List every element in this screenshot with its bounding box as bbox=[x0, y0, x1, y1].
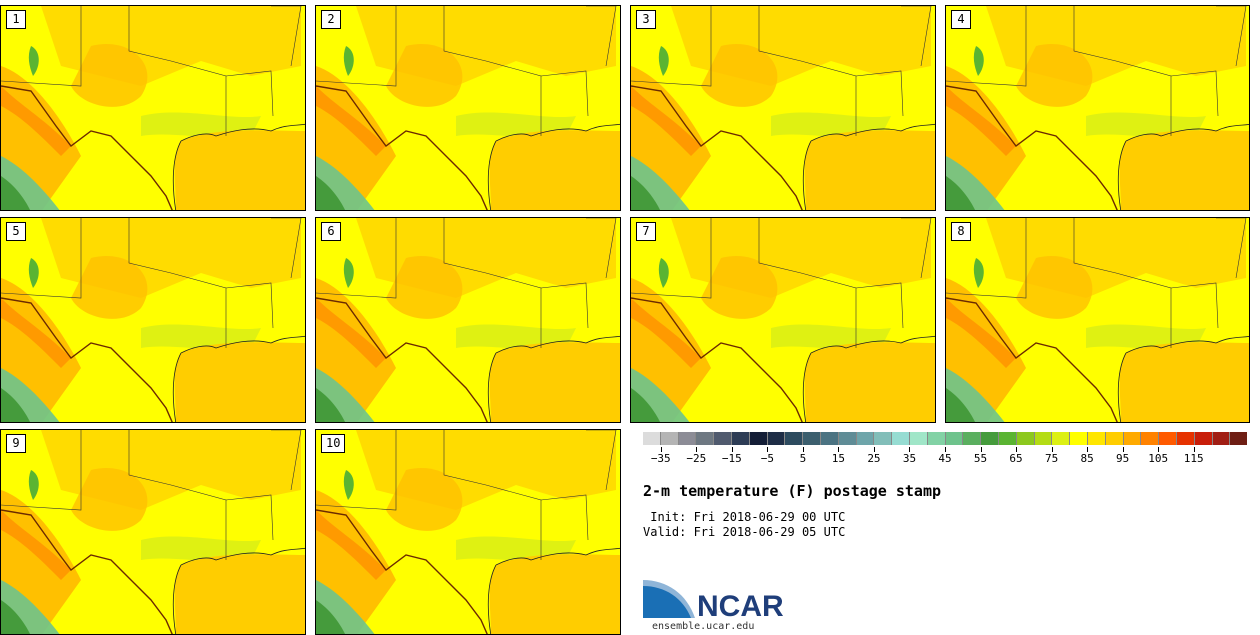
member-map-panel: 9 bbox=[0, 429, 306, 635]
colorbar-tick bbox=[1087, 447, 1089, 452]
colorbar-swatch bbox=[731, 432, 750, 445]
colorbar-swatch bbox=[981, 432, 999, 445]
member-map-panel: 6 bbox=[315, 217, 621, 423]
member-label: 2 bbox=[321, 10, 341, 29]
colorbar-swatch bbox=[1176, 432, 1195, 445]
colorbar-tick bbox=[767, 447, 769, 452]
colorbar-tick-label: 105 bbox=[1148, 452, 1169, 465]
colorbar-tick-label: 55 bbox=[973, 452, 988, 465]
colorbar-tick bbox=[1051, 447, 1053, 452]
colorbar-swatch bbox=[643, 432, 661, 445]
member-label: 1 bbox=[6, 10, 26, 29]
colorbar-tick-label: 15 bbox=[831, 452, 846, 465]
colorbar-swatch bbox=[660, 432, 679, 445]
colorbar-tick-label: −5 bbox=[760, 452, 774, 465]
colorbar-swatch bbox=[820, 432, 839, 445]
colorbar-swatch bbox=[1105, 432, 1124, 445]
colorbar-tick bbox=[873, 447, 875, 452]
colorbar-swatch bbox=[767, 432, 786, 445]
colorbar-swatch bbox=[803, 432, 821, 445]
colorbar-tick bbox=[1193, 447, 1195, 452]
colorbar-swatch bbox=[892, 432, 910, 445]
member-map-panel: 4 bbox=[945, 5, 1250, 211]
member-map-panel: 5 bbox=[0, 217, 306, 423]
colorbar-tick bbox=[1158, 447, 1160, 452]
colorbar-tick bbox=[696, 447, 698, 452]
colorbar-tick-label: 5 bbox=[799, 452, 807, 465]
colorbar-swatch bbox=[1034, 432, 1053, 445]
colorbar-ticks: −35 −25 −15 −5 5 15 25 35 45 55 65 75 85 95 105 115 bbox=[643, 447, 1247, 467]
colorbar-swatch bbox=[856, 432, 875, 445]
init-time: Init: Fri 2018-06-29 00 UTC bbox=[643, 510, 846, 524]
valid-time: Valid: Fri 2018-06-29 05 UTC bbox=[643, 525, 846, 539]
colorbar-swatch bbox=[1141, 432, 1160, 445]
colorbar-swatch bbox=[1212, 432, 1231, 445]
colorbar-tick bbox=[731, 447, 733, 452]
colorbar-swatch bbox=[1052, 432, 1071, 445]
colorbar-tick-label: 65 bbox=[1009, 452, 1023, 465]
member-map-panel: 3 bbox=[630, 5, 936, 211]
colorbar-swatch bbox=[1194, 432, 1213, 445]
colorbar-swatch bbox=[1123, 432, 1142, 445]
member-label: 9 bbox=[6, 434, 26, 453]
colorbar-swatch bbox=[909, 432, 928, 445]
colorbar-swatch bbox=[1070, 432, 1088, 445]
colorbar-swatch bbox=[945, 432, 964, 445]
member-label: 8 bbox=[951, 222, 971, 241]
colorbar-tick-label: 25 bbox=[867, 452, 881, 465]
member-label: 6 bbox=[321, 222, 341, 241]
colorbar-swatch bbox=[927, 432, 946, 445]
colorbar-swatch bbox=[874, 432, 893, 445]
colorbar-swatch bbox=[963, 432, 982, 445]
colorbar-tick bbox=[838, 447, 840, 452]
member-label: 10 bbox=[321, 434, 346, 453]
colorbar-tick bbox=[660, 447, 662, 452]
colorbar-tick bbox=[980, 447, 982, 452]
colorbar-tick-label: 95 bbox=[1116, 452, 1130, 465]
colorbar-swatch bbox=[1016, 432, 1035, 445]
logo-text: NCAR bbox=[697, 590, 784, 620]
colorbar-tick-label: 115 bbox=[1183, 452, 1204, 465]
colorbar-tick-label: −25 bbox=[686, 452, 707, 465]
colorbar-swatch bbox=[1159, 432, 1177, 445]
logo-url: ensemble.ucar.edu bbox=[652, 621, 755, 632]
colorbar-tick bbox=[1016, 447, 1018, 452]
colorbar-tick-label: 75 bbox=[1044, 452, 1059, 465]
colorbar-tick bbox=[909, 447, 911, 452]
member-label: 3 bbox=[636, 10, 656, 29]
colorbar bbox=[643, 432, 1248, 445]
colorbar-tick-label: 85 bbox=[1080, 452, 1094, 465]
colorbar-swatch bbox=[998, 432, 1017, 445]
member-map-panel: 7 bbox=[630, 217, 936, 423]
member-map-panel: 8 bbox=[945, 217, 1250, 423]
colorbar-tick bbox=[802, 447, 804, 452]
member-label: 5 bbox=[6, 222, 26, 241]
colorbar-tick bbox=[945, 447, 946, 452]
colorbar-swatch bbox=[1087, 432, 1106, 445]
colorbar-swatch bbox=[838, 432, 857, 445]
member-label: 7 bbox=[636, 222, 656, 241]
colorbar-tick bbox=[1122, 447, 1124, 452]
plot-title: 2-m temperature (F) postage stamp bbox=[643, 482, 942, 500]
colorbar-swatch bbox=[785, 432, 804, 445]
colorbar-tick-label: −15 bbox=[721, 452, 742, 465]
member-map-panel: 2 bbox=[315, 5, 621, 211]
member-label: 4 bbox=[951, 10, 971, 29]
colorbar-tick-label: 35 bbox=[902, 452, 917, 465]
member-map-panel: 10 bbox=[315, 429, 621, 635]
ncar-logo: NCAR bbox=[643, 578, 793, 624]
colorbar-swatch bbox=[696, 432, 715, 445]
colorbar-tick-label: 45 bbox=[938, 452, 952, 465]
colorbar-swatch bbox=[678, 432, 697, 445]
colorbar-swatch bbox=[1230, 432, 1248, 445]
colorbar-tick-label: −35 bbox=[650, 452, 671, 465]
colorbar-swatch bbox=[749, 432, 768, 445]
colorbar-swatch bbox=[714, 432, 732, 445]
member-map-panel: 1 bbox=[0, 5, 306, 211]
